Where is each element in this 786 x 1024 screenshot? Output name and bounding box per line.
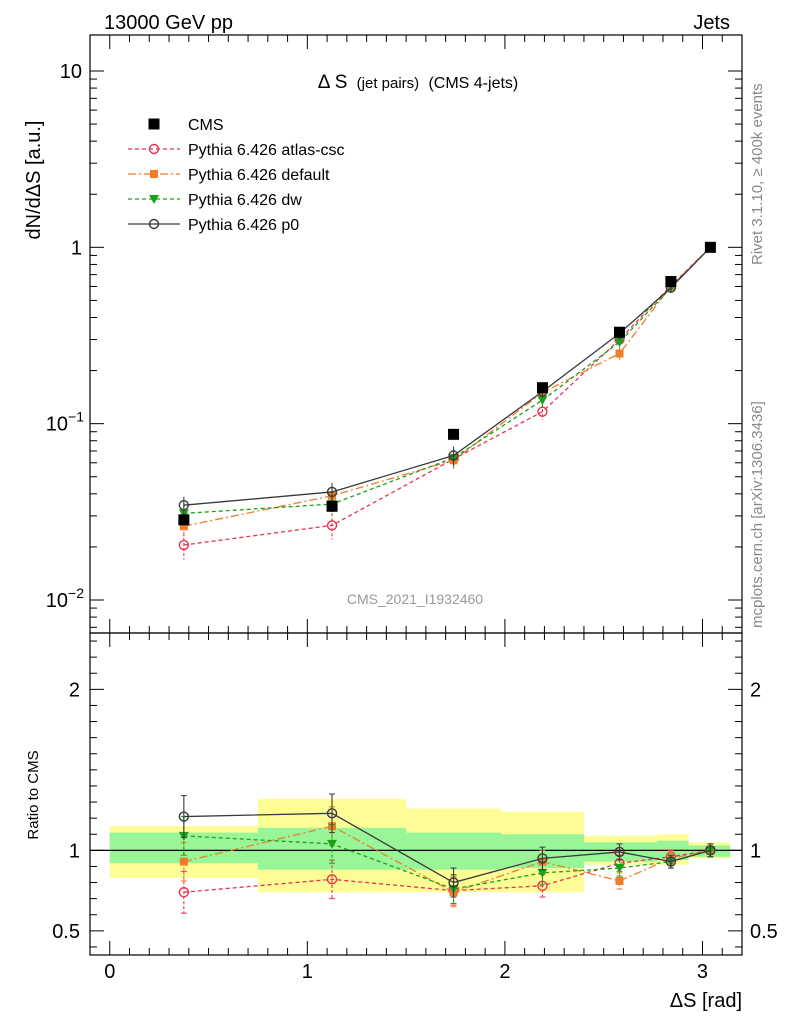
data-point xyxy=(537,406,548,417)
ratio-y-axis-label: Ratio to CMS xyxy=(25,750,42,839)
y-tick-label: 10−2 xyxy=(46,585,84,612)
y-tick-label: 1 xyxy=(71,237,82,259)
y-tick-label: 10−1 xyxy=(46,409,84,436)
y-tick-label-base: 10 xyxy=(46,590,68,612)
legend-entry: Pythia 6.426 p0 xyxy=(128,217,299,234)
rivet-version-label: Rivet 3.1.10, ≥ 400k events xyxy=(749,83,766,265)
ratio-data xyxy=(178,793,716,914)
data-point xyxy=(448,450,459,461)
legend-marker xyxy=(148,118,160,130)
legend: CMS Pythia 6.426 atlas-csc Pythia 6.426 de… xyxy=(128,117,345,234)
series-line xyxy=(183,246,711,506)
ratio-y-tick-label: 1 xyxy=(69,840,80,862)
legend-label: Pythia 6.426 default xyxy=(188,167,330,184)
data-point xyxy=(448,428,460,440)
ratio-y-tick-label-right: 2 xyxy=(750,679,761,701)
legend-label: Pythia 6.426 dw xyxy=(188,192,302,209)
series-line xyxy=(183,246,711,546)
ratio-data-point xyxy=(614,846,625,858)
ratio-data-point xyxy=(178,887,190,898)
series-line xyxy=(183,246,711,527)
plot-title: Δ S (jet pairs) (CMS 4-jets) xyxy=(318,72,518,93)
ratio-frame xyxy=(89,632,743,956)
data-point xyxy=(665,276,677,288)
ratio-data-point xyxy=(615,876,624,885)
series-pythia-6-426-atlas-csc xyxy=(178,242,716,560)
legend-marker xyxy=(148,143,160,155)
header-jets-label: Jets xyxy=(693,12,730,34)
ratio-y-tick-label: 0.5 xyxy=(52,921,80,943)
legend-marker xyxy=(148,218,160,230)
legend-label: Pythia 6.426 atlas-csc xyxy=(188,142,345,159)
data-point xyxy=(326,486,338,498)
ratio-data-point xyxy=(537,880,548,891)
ratio-panel: 0.5 0.5 1 1 2 2 0 1 2 3 Ratio to CMS ΔS [rad] xyxy=(25,632,778,1012)
x-axis-label: ΔS [rad] xyxy=(670,990,742,1012)
ratio-data-point xyxy=(614,864,625,874)
mcplots-label: mcplots.cern.ch [arXiv:1306.3436] xyxy=(749,401,766,628)
ratio-data-point xyxy=(326,808,338,819)
title-small: (jet pairs) xyxy=(357,75,420,92)
ratio-data-point xyxy=(327,839,338,849)
x-tick-label: 0 xyxy=(104,961,115,983)
series-pythia-6-426-default xyxy=(179,243,715,538)
legend-marker xyxy=(150,170,158,178)
data-point xyxy=(178,499,190,511)
ratio-uncertainty-bands xyxy=(109,798,731,893)
title-rest: (CMS 4-jets) xyxy=(428,75,518,92)
data-point xyxy=(179,522,188,531)
watermark: CMS_2021_I1932460 xyxy=(347,591,483,607)
data-point xyxy=(537,396,548,406)
ratio-data-point xyxy=(537,853,548,864)
legend-label: Pythia 6.426 p0 xyxy=(188,217,299,234)
ratio-data-point xyxy=(178,811,190,822)
ratio-data-point xyxy=(326,874,338,885)
legend-entry: CMS xyxy=(148,117,224,134)
ratio-axes: 0.5 0.5 1 1 2 2 0 1 2 3 xyxy=(52,632,778,983)
ratio-data-point xyxy=(179,857,188,866)
x-tick-label: 3 xyxy=(697,961,708,983)
band-stat-2 xyxy=(406,832,501,870)
data-point xyxy=(178,514,190,526)
ratio-data-point xyxy=(665,856,677,867)
ratio-y-tick-label-right: 0.5 xyxy=(750,921,778,943)
x-tick-label: 1 xyxy=(302,961,313,983)
series-line xyxy=(183,246,711,515)
legend-entry: Pythia 6.426 default xyxy=(128,167,330,184)
data-point xyxy=(326,500,338,512)
header-energy-label: 13000 GeV pp xyxy=(104,12,233,34)
ratio-y-tick-label: 2 xyxy=(69,679,80,701)
ratio-data-point xyxy=(448,877,459,888)
main-data xyxy=(178,241,716,560)
legend-entry: Pythia 6.426 dw xyxy=(128,192,302,209)
ratio-y-tick-label-right: 1 xyxy=(750,840,761,862)
ratio-series-pythia-6-426-p0 xyxy=(178,793,716,898)
y-tick-label-exponent: −2 xyxy=(68,585,84,601)
x-tick-label: 2 xyxy=(499,961,510,983)
data-point xyxy=(614,338,625,348)
series-pythia-6-426-p0 xyxy=(178,242,716,515)
data-point xyxy=(326,520,338,531)
legend-label: CMS xyxy=(188,117,224,134)
main-y-axis-label: dN/dΔS [a.u.] xyxy=(23,121,45,240)
title-symbol: Δ S xyxy=(318,72,348,93)
legend-marker xyxy=(149,195,159,204)
legend-entry: Pythia 6.426 atlas-csc xyxy=(128,142,345,159)
y-tick-label-exponent: −1 xyxy=(68,409,84,425)
data-point xyxy=(178,539,190,551)
ratio-data-point xyxy=(537,868,548,878)
series-cms xyxy=(178,241,716,526)
ratio-data-point xyxy=(705,845,716,856)
y-tick-label: 10 xyxy=(60,61,82,83)
data-point xyxy=(704,241,716,253)
data-point xyxy=(536,382,548,394)
y-tick-label-base: 10 xyxy=(46,414,68,436)
data-point xyxy=(614,326,626,338)
series-pythia-6-426-dw xyxy=(178,243,716,524)
data-point xyxy=(615,349,624,358)
